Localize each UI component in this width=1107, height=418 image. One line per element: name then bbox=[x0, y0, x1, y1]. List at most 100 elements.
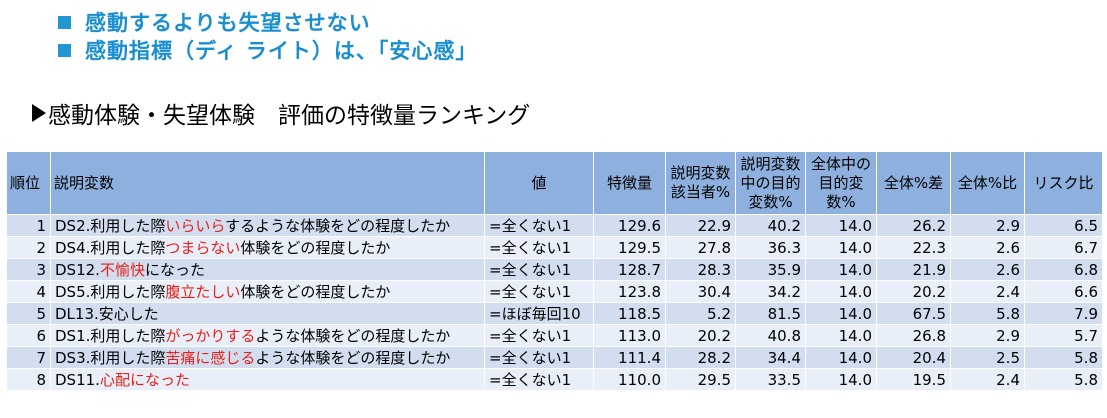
cell-ratio: 2.9 bbox=[950, 214, 1025, 237]
table-row: 5 DL13.安心した =ほぼ毎回10 118.5 5.2 81.5 14.0 67.5 5.8… bbox=[6, 302, 1103, 325]
cell-pct-target: 33.5 bbox=[735, 368, 806, 391]
cell-pct-overall: 14.0 bbox=[805, 280, 877, 303]
cell-value: =全くない1 bbox=[484, 236, 594, 259]
cell-risk: 6.5 bbox=[1024, 214, 1103, 237]
cell-pct-applicable: 20.2 bbox=[665, 324, 736, 347]
variable-text: DS2.利用した際 bbox=[55, 217, 166, 235]
variable-text: DS4.利用した際 bbox=[55, 239, 166, 257]
variable-highlight: つまらない bbox=[165, 239, 241, 257]
cell-pct-applicable: 27.8 bbox=[665, 236, 736, 259]
cell-pct-overall: 14.0 bbox=[805, 346, 877, 369]
variable-highlight: がっかりする bbox=[165, 327, 256, 345]
header-pct-target: 説明変数中の目的変数% bbox=[735, 151, 806, 215]
cell-value: =全くない1 bbox=[484, 368, 594, 391]
variable-text: ような体験をどの程度したか bbox=[255, 327, 451, 345]
variable-text: DL13.安心した bbox=[55, 305, 159, 323]
cell-pct-applicable: 5.2 bbox=[665, 302, 736, 325]
variable-text: するような体験をどの程度したか bbox=[225, 217, 451, 235]
cell-rank: 5 bbox=[6, 302, 51, 325]
section-title: 感動体験・失望体験 評価の特徴量ランキング bbox=[32, 96, 530, 130]
variable-highlight: いらいら bbox=[165, 217, 226, 235]
section-title-text: 感動体験・失望体験 評価の特徴量ランキング bbox=[48, 103, 531, 129]
cell-pct-target: 81.5 bbox=[735, 302, 806, 325]
cell-rank: 4 bbox=[6, 280, 51, 303]
table-row: 3 DS12.不愉快になった =全くない1 128.7 28.3 35.9 14.0 21.9… bbox=[6, 258, 1103, 281]
cell-pct-overall: 14.0 bbox=[805, 258, 877, 281]
bullet-list: 感動するよりも失望させない 感動指標（ディ ライト）は、「安心感」 bbox=[58, 8, 477, 64]
table-header-row: 順位 説明変数 値 特徴量 説明変数該当者% 説明変数中の目的変数% 全体中の目… bbox=[6, 151, 1103, 215]
cell-variable: DL13.安心した bbox=[50, 302, 485, 325]
cell-variable: DS1.利用した際がっかりするような体験をどの程度したか bbox=[50, 324, 485, 347]
cell-value: =全くない1 bbox=[484, 324, 594, 347]
cell-ratio: 2.4 bbox=[950, 280, 1025, 303]
cell-feature: 113.0 bbox=[593, 324, 666, 347]
cell-pct-target: 34.2 bbox=[735, 280, 806, 303]
variable-text: になった bbox=[144, 261, 205, 279]
variable-text: DS3.利用した際 bbox=[55, 349, 166, 367]
ranking-table: 順位 説明変数 値 特徴量 説明変数該当者% 説明変数中の目的変数% 全体中の目… bbox=[6, 151, 1103, 391]
cell-risk: 7.9 bbox=[1024, 302, 1103, 325]
cell-pct-applicable: 28.3 bbox=[665, 258, 736, 281]
cell-pct-target: 40.8 bbox=[735, 324, 806, 347]
variable-text: DS11. bbox=[55, 371, 100, 389]
cell-rank: 3 bbox=[6, 258, 51, 281]
cell-feature: 118.5 bbox=[593, 302, 666, 325]
cell-pct-overall: 14.0 bbox=[805, 368, 877, 391]
header-feature: 特徴量 bbox=[593, 151, 666, 215]
cell-variable: DS2.利用した際いらいらするような体験をどの程度したか bbox=[50, 214, 485, 237]
cell-pct-target: 34.4 bbox=[735, 346, 806, 369]
variable-highlight: 苦痛に感じる bbox=[165, 349, 256, 367]
cell-ratio: 2.5 bbox=[950, 346, 1025, 369]
cell-diff: 22.3 bbox=[876, 236, 951, 259]
cell-diff: 26.2 bbox=[876, 214, 951, 237]
cell-ratio: 2.6 bbox=[950, 236, 1025, 259]
header-ratio: 全体%比 bbox=[950, 151, 1025, 215]
cell-feature: 110.0 bbox=[593, 368, 666, 391]
cell-feature: 129.5 bbox=[593, 236, 666, 259]
header-pct-overall: 全体中の目的変数% bbox=[805, 151, 877, 215]
cell-ratio: 5.8 bbox=[950, 302, 1025, 325]
cell-risk: 5.7 bbox=[1024, 324, 1103, 347]
cell-variable: DS12.不愉快になった bbox=[50, 258, 485, 281]
cell-rank: 7 bbox=[6, 346, 51, 369]
variable-text: ような体験をどの程度したか bbox=[255, 349, 451, 367]
cell-diff: 20.2 bbox=[876, 280, 951, 303]
cell-diff: 21.9 bbox=[876, 258, 951, 281]
cell-risk: 5.8 bbox=[1024, 368, 1103, 391]
cell-rank: 2 bbox=[6, 236, 51, 259]
cell-variable: DS5.利用した際腹立たしい体験をどの程度したか bbox=[50, 280, 485, 303]
cell-rank: 1 bbox=[6, 214, 51, 237]
header-risk: リスク比 bbox=[1024, 151, 1103, 215]
cell-variable: DS4.利用した際つまらない体験をどの程度したか bbox=[50, 236, 485, 259]
cell-pct-target: 35.9 bbox=[735, 258, 806, 281]
cell-variable: DS3.利用した際苦痛に感じるような体験をどの程度したか bbox=[50, 346, 485, 369]
cell-ratio: 2.4 bbox=[950, 368, 1025, 391]
cell-pct-overall: 14.0 bbox=[805, 214, 877, 237]
square-bullet-icon bbox=[58, 15, 71, 29]
bullet-text: 感動指標（ディ ライト）は、「安心感」 bbox=[85, 39, 478, 63]
bullet-item: 感動指標（ディ ライト）は、「安心感」 bbox=[58, 36, 477, 64]
cell-pct-applicable: 28.2 bbox=[665, 346, 736, 369]
cell-rank: 6 bbox=[6, 324, 51, 347]
variable-text: 体験をどの程度したか bbox=[240, 283, 391, 301]
cell-value: =全くない1 bbox=[484, 214, 594, 237]
variable-text: DS1.利用した際 bbox=[55, 327, 166, 345]
header-pct-applicable: 説明変数該当者% bbox=[665, 151, 736, 215]
header-variable: 説明変数 bbox=[50, 151, 485, 215]
cell-variable: DS11.心配になった bbox=[50, 368, 485, 391]
cell-pct-target: 40.2 bbox=[735, 214, 806, 237]
cell-pct-applicable: 30.4 bbox=[665, 280, 736, 303]
table-row: 8 DS11.心配になった =全くない1 110.0 29.5 33.5 14.0 19.5 2… bbox=[6, 368, 1103, 391]
cell-pct-target: 36.3 bbox=[735, 236, 806, 259]
table-row: 1 DS2.利用した際いらいらするような体験をどの程度したか =全くない1 129.6… bbox=[6, 214, 1103, 237]
cell-ratio: 2.6 bbox=[950, 258, 1025, 281]
cell-value: =全くない1 bbox=[484, 258, 594, 281]
cell-feature: 129.6 bbox=[593, 214, 666, 237]
variable-text: DS5.利用した際 bbox=[55, 283, 166, 301]
cell-pct-overall: 14.0 bbox=[805, 302, 877, 325]
table-row: 2 DS4.利用した際つまらない体験をどの程度したか =全くない1 129.5 27.8… bbox=[6, 236, 1103, 259]
cell-rank: 8 bbox=[6, 368, 51, 391]
variable-highlight: 不愉快 bbox=[99, 261, 145, 279]
cell-diff: 20.4 bbox=[876, 346, 951, 369]
cell-pct-overall: 14.0 bbox=[805, 324, 877, 347]
